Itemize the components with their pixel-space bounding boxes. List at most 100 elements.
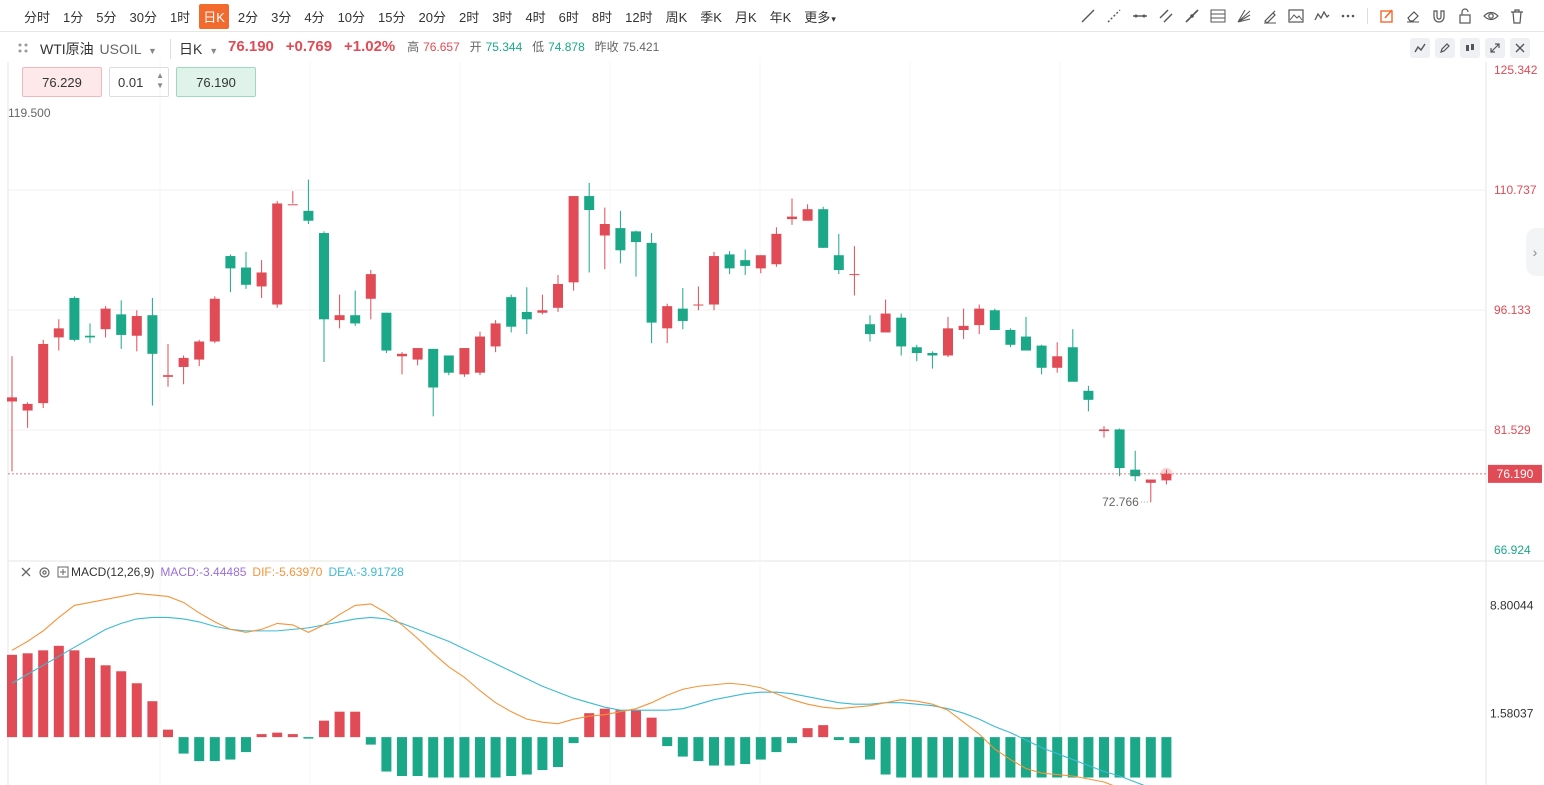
trend-line-icon[interactable] xyxy=(1075,3,1101,29)
period-tab[interactable]: 2分 xyxy=(237,9,259,25)
macd-histogram-bar xyxy=(225,737,236,760)
candle-body xyxy=(553,283,563,308)
high-annotation: 119.500 xyxy=(8,106,51,120)
period-tab[interactable]: 3时 xyxy=(492,9,513,25)
period-tab[interactable]: 5分 xyxy=(96,9,117,25)
macd-histogram-bar xyxy=(943,737,953,778)
macd-histogram-bar xyxy=(865,737,875,760)
image-icon[interactable] xyxy=(1283,3,1309,29)
period-tab[interactable]: 10分 xyxy=(337,9,366,25)
candle-body xyxy=(194,341,205,360)
period-tab[interactable]: 月K xyxy=(734,9,757,25)
candle-body xyxy=(53,328,64,338)
low-value: 74.878 xyxy=(548,40,585,54)
period-tab[interactable]: 8时 xyxy=(591,9,613,25)
period-tab[interactable]: 1时 xyxy=(169,9,191,25)
candle-body xyxy=(771,233,782,265)
candle-body xyxy=(584,196,595,211)
high-value: 76.657 xyxy=(423,40,460,54)
eraser-icon[interactable] xyxy=(1400,3,1426,29)
trash-icon[interactable] xyxy=(1504,3,1530,29)
macd-histogram-bar xyxy=(506,737,517,777)
current-price-pulse xyxy=(1160,467,1173,480)
gann-fan-icon[interactable] xyxy=(1231,3,1257,29)
parallel-channel-icon[interactable] xyxy=(1153,3,1179,29)
candle-body xyxy=(521,311,532,320)
macd-histogram-bar xyxy=(989,737,1000,778)
pencil-line-icon[interactable] xyxy=(1179,3,1205,29)
macd-histogram-bar xyxy=(896,737,907,778)
period-tab[interactable]: 年K xyxy=(769,9,792,25)
interval-label[interactable]: 日K ▼ xyxy=(170,39,218,59)
candle-body xyxy=(490,323,501,347)
period-tab[interactable]: 20分 xyxy=(418,9,446,25)
magnet-icon[interactable] xyxy=(1426,3,1452,29)
macd-histogram-bar xyxy=(22,653,33,738)
candle-style-icon[interactable] xyxy=(1460,38,1480,58)
draw-mode-icon[interactable] xyxy=(1374,3,1400,29)
macd-histogram-bar xyxy=(740,737,751,765)
period-tab[interactable]: 3分 xyxy=(271,9,292,25)
macd-histogram-bar xyxy=(584,713,595,738)
settings-icon[interactable] xyxy=(38,566,51,579)
dea-line xyxy=(11,616,1145,785)
lock-icon[interactable] xyxy=(1452,3,1478,29)
period-tab[interactable]: 4分 xyxy=(304,9,325,25)
candle-body xyxy=(911,347,922,353)
dea-value: -3.91728 xyxy=(356,565,404,579)
period-tab[interactable]: 15分 xyxy=(378,9,406,25)
symbol-selector[interactable]: WTI原油 USOIL ▼ xyxy=(40,39,157,59)
fullscreen-icon[interactable] xyxy=(1485,38,1505,58)
macd-histogram-bar xyxy=(662,737,673,747)
quantity-value: 0.01 xyxy=(118,74,144,90)
candle-body xyxy=(989,310,1000,330)
prev-close-value: 75.421 xyxy=(622,40,660,54)
sell-price-button[interactable]: 76.229 xyxy=(22,67,102,97)
candle-body xyxy=(85,335,95,338)
candle-body xyxy=(22,403,33,411)
fibonacci-icon[interactable] xyxy=(1205,3,1231,29)
period-tab[interactable]: 30分 xyxy=(129,9,157,25)
more-periods-button[interactable]: 更多▾ xyxy=(800,4,840,29)
period-tab[interactable]: 周K xyxy=(665,9,688,25)
period-tab[interactable]: 分时 xyxy=(24,9,51,25)
period-tab[interactable]: 1分 xyxy=(63,9,84,25)
edit-icon[interactable] xyxy=(1435,38,1455,58)
period-tab[interactable]: 2时 xyxy=(458,9,480,25)
candle-body xyxy=(116,314,127,335)
buy-price-button[interactable]: 76.190 xyxy=(176,67,256,97)
candle-body xyxy=(428,348,439,388)
macd-histogram-bar xyxy=(693,737,704,762)
drag-handle-icon[interactable] xyxy=(16,41,30,58)
macd-histogram-bar xyxy=(974,737,985,778)
candle-body xyxy=(818,209,829,248)
period-selector: 分时 1分 5分 30分 1时 日K 2分 3分 4分 10分 15分 20分 2时 3时 4时 6时 8时 12… xyxy=(20,0,845,32)
open-label: 开 xyxy=(469,40,482,54)
stepper-arrows-icon[interactable]: ▲ ▼ xyxy=(156,71,164,90)
brush-icon[interactable] xyxy=(1257,3,1283,29)
interval-value: 日K xyxy=(179,41,203,57)
close-icon[interactable] xyxy=(1510,38,1530,58)
period-tab[interactable]: 12时 xyxy=(625,9,653,25)
open-value: 75.344 xyxy=(485,40,523,54)
quantity-stepper[interactable]: 0.01 ▲ ▼ xyxy=(109,67,169,97)
period-tab[interactable]: 6时 xyxy=(558,9,579,25)
period-tab[interactable]: 季K xyxy=(700,9,722,25)
close-icon[interactable] xyxy=(20,566,32,578)
period-tab[interactable]: 4时 xyxy=(525,9,546,25)
candle-body xyxy=(459,348,470,375)
candle-body xyxy=(350,315,361,324)
eye-icon[interactable] xyxy=(1478,3,1504,29)
chart-type-icon[interactable] xyxy=(1410,38,1430,58)
period-tab[interactable]: 日K xyxy=(199,3,229,29)
candle-body xyxy=(38,343,49,404)
macd-histogram-bar xyxy=(646,717,657,738)
chevron-right-icon[interactable]: › xyxy=(1526,228,1544,276)
horizontal-line-icon[interactable] xyxy=(1127,3,1153,29)
ray-line-icon[interactable] xyxy=(1101,3,1127,29)
expand-icon[interactable] xyxy=(57,566,69,578)
more-dots-icon[interactable] xyxy=(1335,3,1361,29)
wave-icon[interactable] xyxy=(1309,3,1335,29)
macd-histogram-bar xyxy=(163,729,173,738)
